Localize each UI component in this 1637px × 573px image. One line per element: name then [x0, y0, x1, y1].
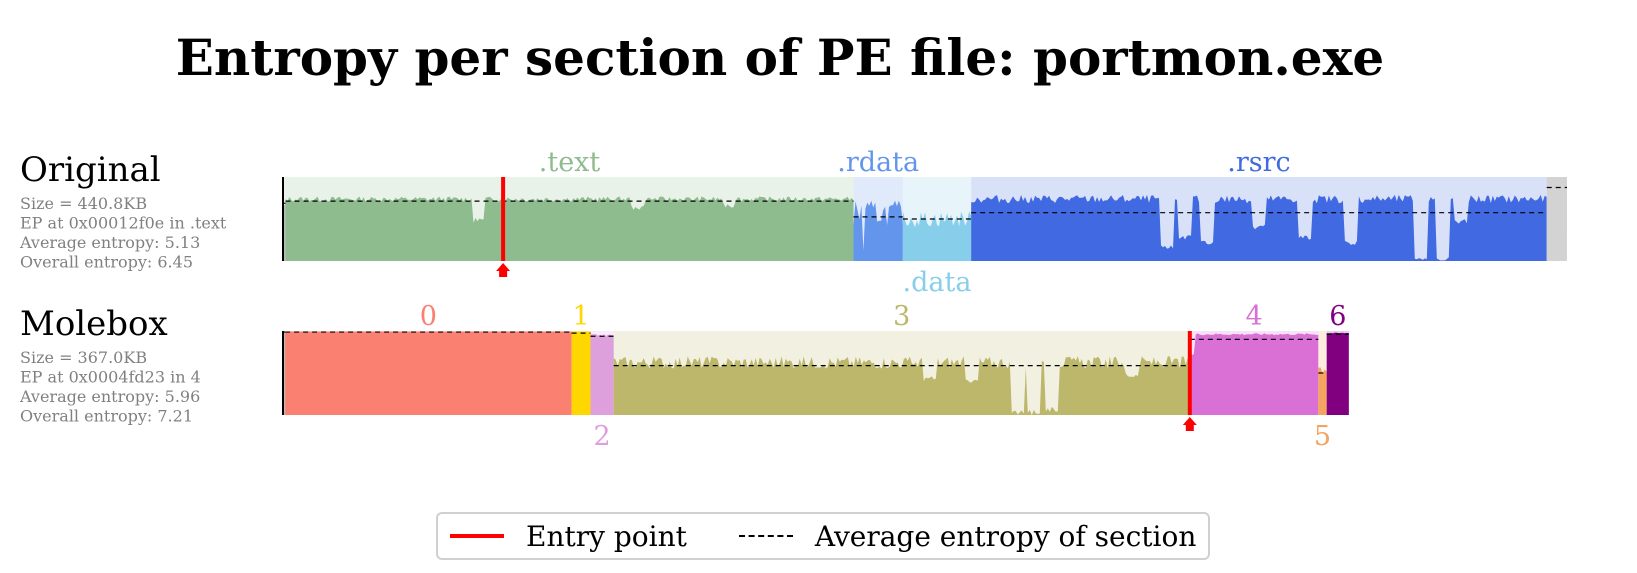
entry-point-swatch	[450, 534, 504, 538]
section-label: .rdata	[837, 147, 919, 178]
section-entropy-area	[285, 196, 854, 261]
file-info-line: Average entropy: 5.96	[19, 387, 200, 406]
section-entropy-area	[853, 200, 903, 261]
legend-average-entropy-label: Average entropy of section	[814, 519, 1197, 553]
section-entropy-area	[902, 211, 972, 261]
file-info-line: Overall entropy: 6.45	[20, 253, 193, 272]
file-info-line: Average entropy: 5.13	[19, 233, 200, 252]
section-entropy-area	[971, 194, 1547, 261]
section-label: .rsrc	[1227, 147, 1290, 178]
entry-point-arrow	[496, 263, 511, 277]
section-label: .text	[539, 147, 601, 178]
file-info-line: Size = 440.8KB	[20, 194, 147, 213]
section-label: 5	[1314, 421, 1331, 452]
section-entropy-area	[1189, 333, 1319, 415]
file-info-line: EP at 0x00012f0e in .text	[20, 214, 227, 233]
section-entropy-area	[1318, 367, 1327, 415]
section-entropy-area	[285, 331, 572, 415]
section-label: 4	[1245, 301, 1262, 332]
section-label: 6	[1329, 301, 1346, 332]
section-label: 0	[420, 301, 437, 332]
section-label: 2	[594, 421, 611, 452]
legend-entry-point-label: Entry point	[526, 519, 687, 553]
file-info-line: Size = 367.0KB	[20, 348, 147, 367]
section-entropy-area	[1326, 332, 1349, 415]
file-info-line: EP at 0x0004fd23 in 4	[20, 368, 201, 387]
section-entropy-area	[590, 334, 614, 415]
legend-average-entropy: Average entropy of section	[687, 519, 1197, 553]
file-name-original: Original	[20, 150, 161, 190]
file-info-line: Overall entropy: 7.21	[20, 407, 193, 426]
section-entropy-area	[613, 356, 1190, 415]
chart-title: Entropy per section of PE file: portmon.…	[175, 28, 1385, 87]
section-label: 3	[893, 301, 910, 332]
section-entropy-area	[571, 331, 591, 415]
section-label: 1	[572, 301, 589, 332]
section-entropy-area	[1546, 177, 1567, 261]
legend-entry-point: Entry point	[438, 520, 687, 553]
section-label: .data	[903, 267, 972, 298]
file-name-molebox: Molebox	[20, 304, 168, 344]
average-entropy-swatch	[738, 535, 793, 537]
legend: Entry point Average entropy of section	[436, 512, 1210, 560]
entry-point-arrow	[1182, 417, 1197, 431]
